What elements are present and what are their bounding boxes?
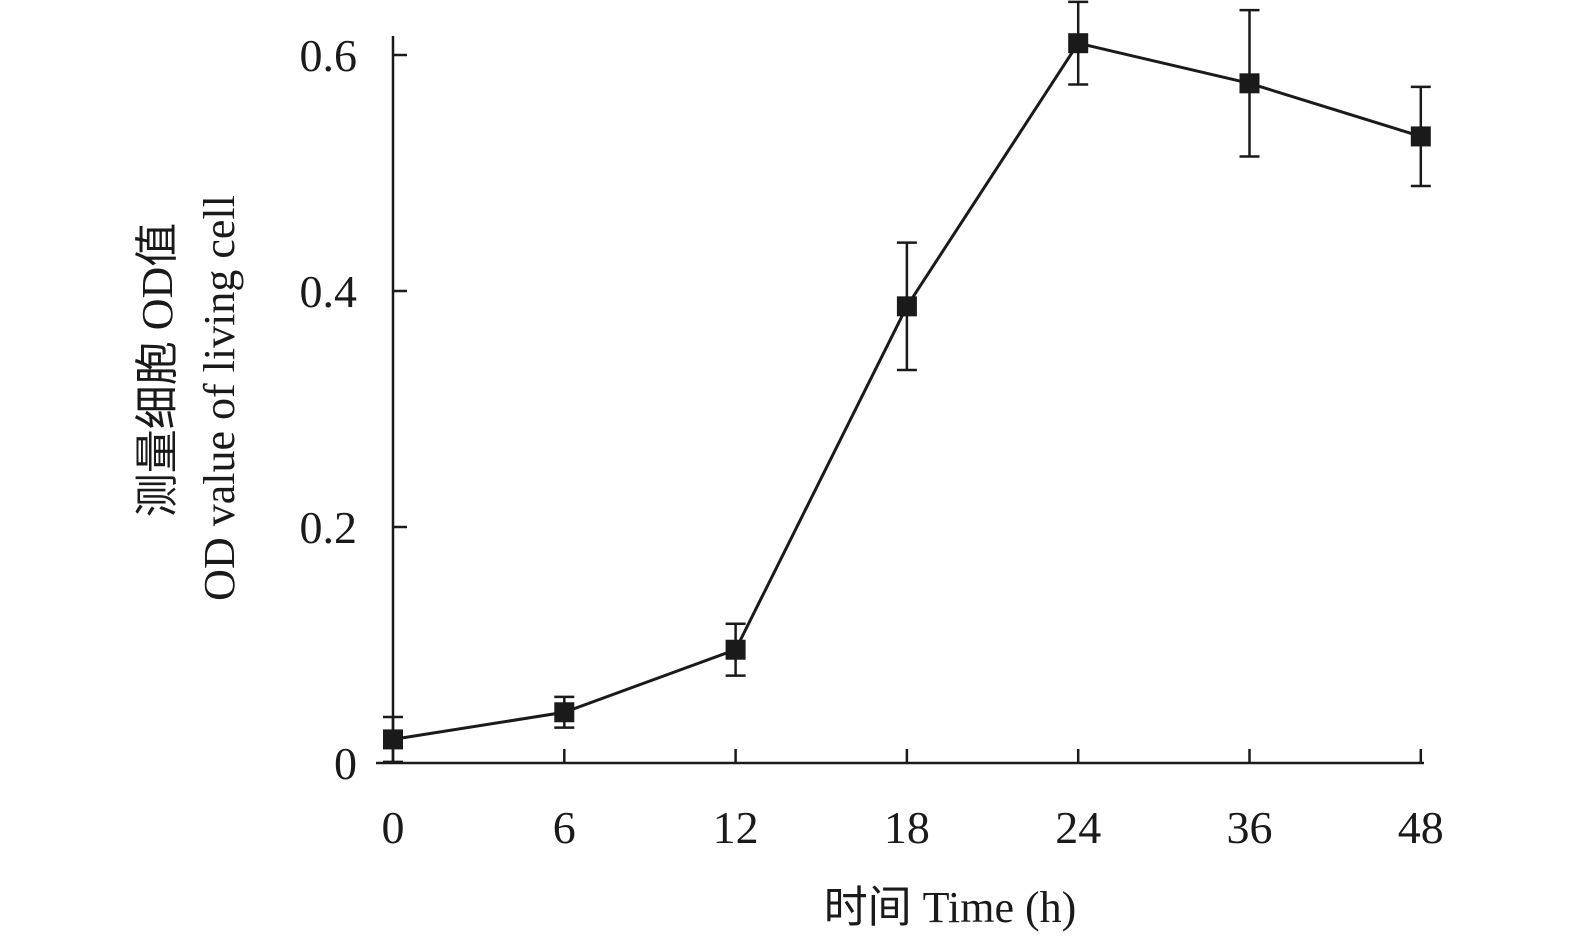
- x-tick-label: 36: [1227, 802, 1273, 853]
- y-tick-label: 0.4: [300, 266, 358, 317]
- series-line: [392, 41, 1422, 741]
- data-point: [554, 702, 575, 723]
- data-point: [725, 639, 746, 660]
- y-ticks: 0 0.2 0.4 0.6: [300, 30, 407, 789]
- x-tick-label: 18: [884, 802, 930, 853]
- y-axis-title-line-1: 测量细胞 OD值: [133, 223, 182, 518]
- x-tick-label: 24: [1055, 802, 1101, 853]
- data-point: [896, 296, 917, 317]
- y-tick-label: 0.6: [300, 30, 358, 81]
- x-tick-label: 12: [713, 802, 759, 853]
- error-bars: [383, 0, 1431, 764]
- data-markers: [383, 33, 1431, 750]
- data-point: [1068, 33, 1089, 54]
- y-tick-label: 0: [334, 738, 357, 789]
- data-point: [1239, 73, 1260, 94]
- x-tick-label: 6: [553, 802, 576, 853]
- axes: [376, 36, 1424, 765]
- y-tick-label: 0.2: [300, 502, 358, 553]
- x-ticks: 0 6 12 18 24 36 48: [382, 749, 1444, 853]
- x-tick-label: 48: [1398, 802, 1444, 853]
- x-axis-title: 时间 Time (h): [824, 883, 1077, 932]
- data-point: [1410, 126, 1431, 147]
- data-point: [383, 729, 403, 750]
- x-tick-label: 0: [382, 802, 405, 853]
- y-axis-title-line-2: OD value of living cell: [195, 195, 244, 601]
